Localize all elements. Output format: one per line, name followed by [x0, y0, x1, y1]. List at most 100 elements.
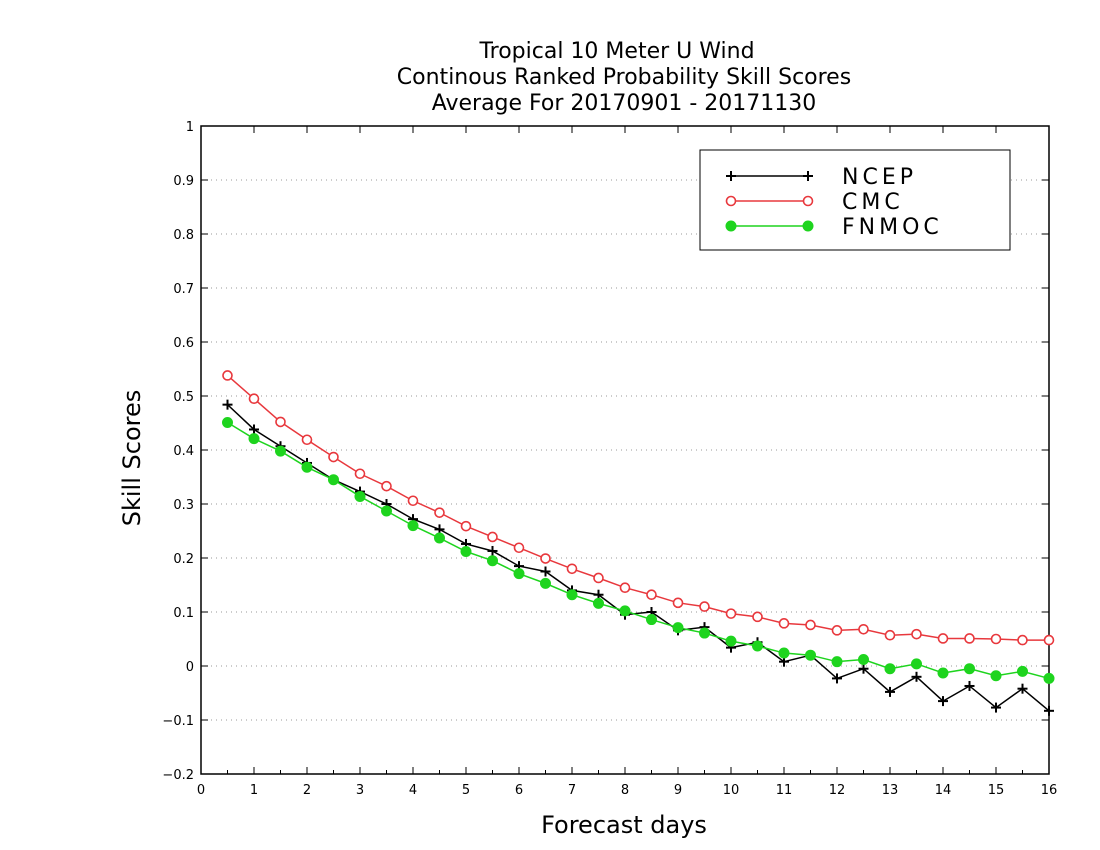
- data-point-cmc: [1043, 634, 1055, 646]
- x-tick-label: 12: [829, 783, 846, 798]
- data-point-fnmoc: [1017, 665, 1028, 677]
- series-line-fnmoc: [227, 421, 1050, 680]
- x-axis-title: Forecast days: [541, 811, 707, 839]
- data-point-fnmoc: [566, 589, 578, 601]
- series-line-ncep: [226, 404, 1050, 712]
- data-point-cmc: [275, 416, 286, 428]
- data-point-fnmoc: [884, 663, 896, 675]
- title-line-2: Continous Ranked Probability Skill Score…: [397, 65, 851, 90]
- data-point-fnmoc: [460, 546, 472, 558]
- x-tick-label: 1: [250, 783, 258, 798]
- data-point-ncep: [911, 671, 922, 682]
- axes: [200, 125, 1050, 775]
- data-point-ncep: [964, 680, 975, 691]
- data-point-cmc: [884, 629, 896, 641]
- x-tick-label: 15: [988, 783, 1005, 798]
- data-point-cmc: [725, 608, 737, 619]
- data-point-fnmoc: [937, 667, 949, 679]
- data-point-cmc: [460, 520, 472, 532]
- data-point-cmc: [937, 633, 949, 644]
- data-point-fnmoc: [248, 433, 260, 445]
- data-point-ncep: [858, 663, 869, 674]
- data-point-cmc: [672, 597, 684, 609]
- data-point-fnmoc: [699, 627, 710, 639]
- legend-marker-cmc: [802, 195, 814, 207]
- series-layer: [222, 370, 1055, 716]
- data-point-ncep: [487, 545, 498, 556]
- y-tick-label: 1: [186, 120, 194, 135]
- data-point-fnmoc: [513, 568, 525, 580]
- data-point-fnmoc: [858, 654, 869, 666]
- data-point-ncep: [938, 696, 948, 707]
- y-tick-label: 0.1: [173, 606, 194, 621]
- series-fnmoc: [222, 416, 1055, 684]
- data-point-cmc: [222, 370, 233, 381]
- legend-label-ncep: NCEP: [842, 165, 917, 190]
- data-point-cmc: [301, 434, 313, 446]
- data-point-cmc: [487, 531, 498, 543]
- legend-marker-ncep: [803, 171, 813, 181]
- gridlines: [201, 179, 1049, 721]
- data-point-cmc: [593, 572, 604, 584]
- data-point-fnmoc: [619, 605, 631, 617]
- legend-box: [699, 149, 1011, 251]
- legend-entry-cmc: CMC: [725, 190, 904, 215]
- data-point-fnmoc: [646, 614, 657, 626]
- x-tick-label: 8: [621, 783, 629, 798]
- x-tick-label: 10: [723, 783, 740, 798]
- data-point-cmc: [805, 619, 816, 631]
- y-tick-label: 0.7: [173, 282, 194, 297]
- data-point-ncep: [885, 686, 895, 697]
- x-tick-label: 9: [674, 783, 682, 798]
- data-point-fnmoc: [990, 670, 1002, 682]
- data-point-cmc: [248, 393, 260, 405]
- legend-marker-ncep: [726, 171, 736, 181]
- data-point-cmc: [619, 582, 631, 594]
- data-point-cmc: [990, 633, 1002, 645]
- data-point-fnmoc: [805, 649, 816, 661]
- data-point-cmc: [354, 468, 366, 480]
- y-axis-title: Skill Scores: [118, 390, 146, 527]
- data-point-fnmoc: [672, 622, 684, 634]
- data-point-cmc: [381, 480, 392, 492]
- data-point-fnmoc: [964, 663, 975, 675]
- data-point-fnmoc: [354, 490, 366, 502]
- data-point-cmc: [540, 553, 551, 564]
- data-point-fnmoc: [328, 474, 339, 486]
- data-point-cmc: [964, 633, 975, 644]
- title-line-3: Average For 20170901 - 20171130: [432, 91, 817, 116]
- tick-labels: −0.2−0.100.10.20.30.40.50.60.70.80.910 1 2…: [162, 120, 1057, 798]
- data-point-cmc: [699, 601, 710, 612]
- data-point-fnmoc: [752, 640, 763, 652]
- x-tick-label: 5: [462, 783, 470, 798]
- data-point-fnmoc: [778, 647, 790, 659]
- data-point-fnmoc: [275, 445, 286, 457]
- data-point-cmc: [407, 495, 419, 507]
- data-point-cmc: [434, 507, 445, 518]
- legend-label-cmc: CMC: [842, 190, 904, 215]
- data-point-ncep: [1044, 705, 1054, 716]
- data-point-fnmoc: [434, 532, 445, 544]
- data-point-ncep: [540, 566, 551, 577]
- data-point-fnmoc: [222, 416, 233, 428]
- x-tick-label: 0: [197, 783, 205, 798]
- x-tick-label: 14: [935, 783, 952, 798]
- legend-label-fnmoc: FNMOC: [842, 215, 943, 240]
- data-point-cmc: [858, 623, 869, 635]
- data-point-fnmoc: [911, 658, 922, 670]
- x-tick-label: 16: [1041, 783, 1058, 798]
- legend-marker-fnmoc: [802, 220, 814, 232]
- x-tick-label: 3: [356, 783, 364, 798]
- data-point-fnmoc: [381, 505, 392, 517]
- x-tick-label: 11: [776, 783, 793, 798]
- data-point-fnmoc: [1043, 672, 1055, 684]
- y-tick-label: 0.5: [173, 390, 194, 405]
- legend-entry-ncep: NCEP: [726, 165, 917, 190]
- data-point-cmc: [566, 563, 578, 575]
- data-point-cmc: [1017, 634, 1028, 646]
- data-point-cmc: [752, 611, 763, 623]
- data-point-cmc: [513, 542, 525, 554]
- data-point-cmc: [911, 628, 922, 640]
- chart-title: Tropical 10 Meter U Wind Continous Ranke…: [397, 39, 851, 116]
